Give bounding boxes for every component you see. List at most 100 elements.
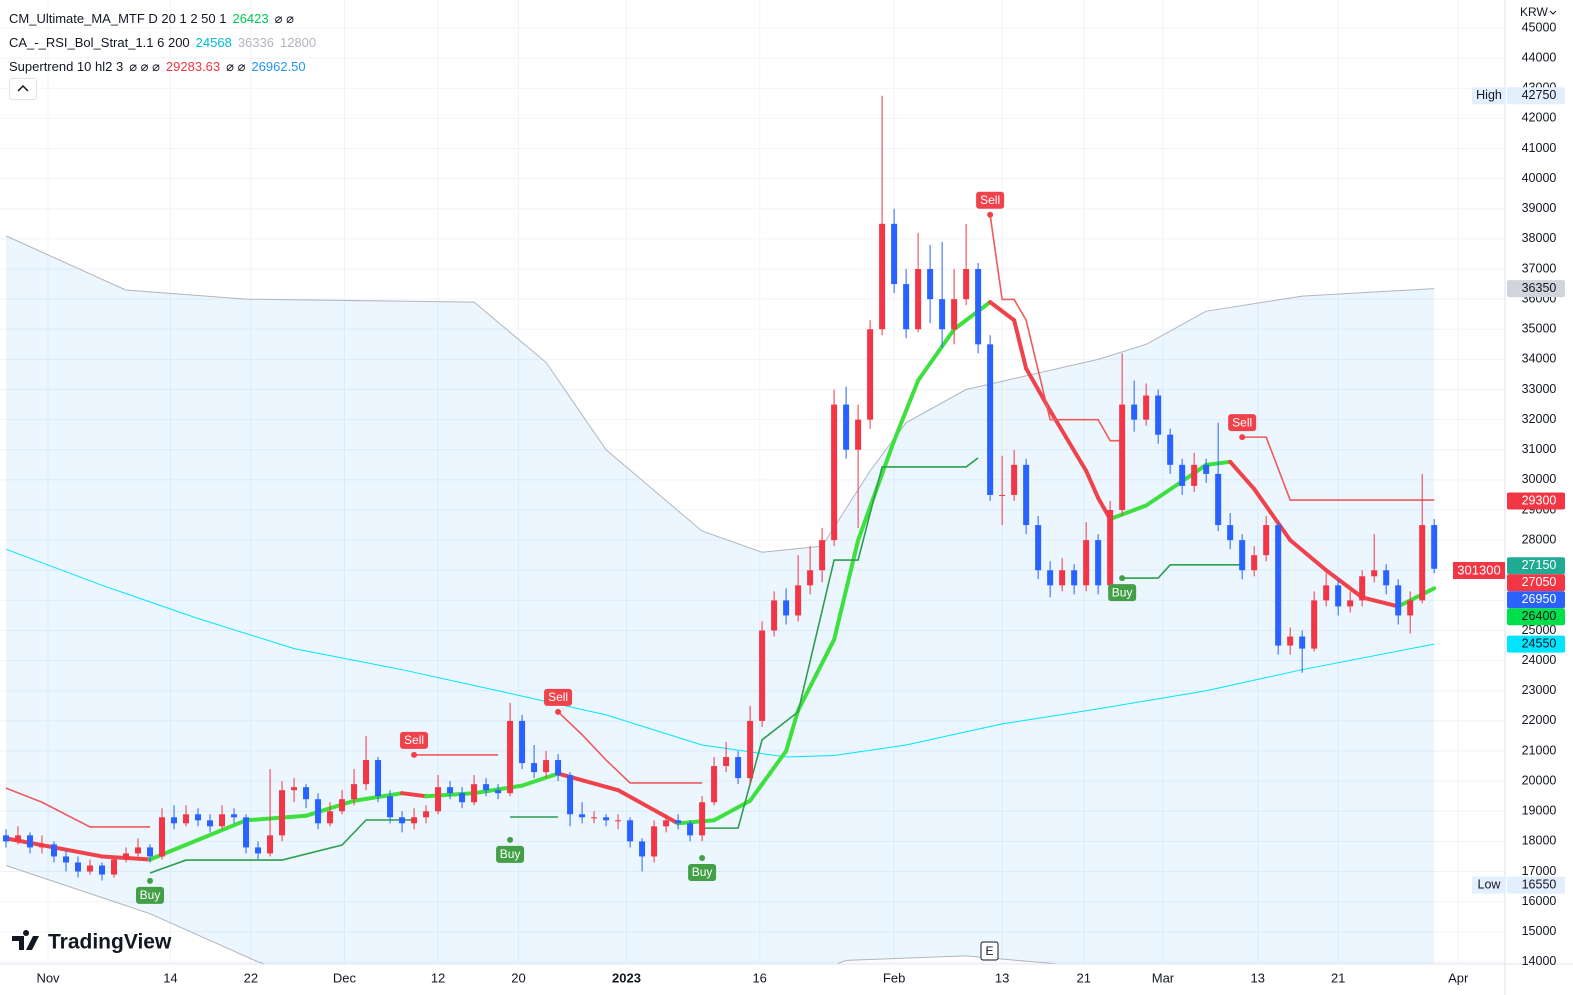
legend-title: CA_-_RSI_Bol_Strat_1.1 6 200 — [9, 35, 190, 50]
x-tick-label: 2023 — [612, 970, 641, 985]
ma-segment — [148, 837, 201, 862]
price-label-box — [1507, 876, 1565, 894]
badge-box — [1453, 562, 1505, 579]
signal-label: Buy — [692, 865, 713, 879]
candle-body — [507, 720, 514, 794]
earnings-marker-box[interactable] — [980, 941, 999, 961]
signal-box — [544, 688, 573, 706]
band-fill — [6, 235, 1435, 964]
candle-body — [3, 835, 10, 842]
x-tick-label: Apr — [1448, 970, 1469, 985]
candle-body — [387, 796, 394, 818]
y-tick-label: 19000 — [1522, 804, 1557, 818]
candle-body — [411, 817, 418, 824]
price-label-box — [1507, 608, 1565, 626]
axes: 14000 15000 16000 17000 18000 19000 20000 21000… — [36, 20, 1565, 985]
price-tag-box — [1472, 876, 1506, 894]
candle-body — [543, 760, 550, 773]
candle-body — [351, 784, 358, 800]
candle-body — [1035, 525, 1042, 571]
price-label-box — [1507, 574, 1565, 592]
candle-body — [567, 775, 574, 815]
legend-value: ⌀ ⌀ ⌀ — [129, 59, 160, 74]
y-tick-label: 34000 — [1522, 352, 1557, 366]
signal-box — [1108, 584, 1137, 602]
ma-segment — [1252, 486, 1293, 543]
signal-dot — [555, 708, 562, 715]
candle-body — [1011, 464, 1018, 495]
y-tick-label: 22000 — [1522, 713, 1557, 727]
candle-body — [879, 223, 886, 330]
legend-value: 36336 — [237, 35, 274, 50]
price-label-box — [1507, 280, 1565, 298]
candle-body — [111, 859, 118, 875]
candle-body — [1287, 636, 1294, 646]
candle-body — [711, 766, 718, 803]
y-tick-label: 33000 — [1522, 382, 1557, 396]
candle-body — [1383, 570, 1390, 586]
y-tick-label: 37000 — [1522, 261, 1557, 275]
signal-label: Buy — [140, 888, 161, 902]
candle-body — [1107, 510, 1114, 586]
collapse-icon[interactable] — [10, 79, 36, 99]
candle-body — [1419, 525, 1426, 601]
candle-body — [1347, 600, 1354, 607]
signal-dot — [147, 877, 154, 884]
legend-row[interactable]: Supertrend 10 hl2 3 ⌀ ⌀ ⌀ 29283.63 ⌀ ⌀ 26962… — [9, 55, 322, 79]
signal-label: Sell — [404, 733, 424, 747]
currency-caret[interactable] — [1549, 10, 1557, 15]
candle-body — [375, 760, 382, 797]
y-tick-label: 31000 — [1522, 442, 1557, 456]
candle-body — [723, 757, 730, 767]
candle-body — [1407, 600, 1414, 616]
currency[interactable]: KRW — [1520, 5, 1548, 19]
ma-segment — [1084, 468, 1101, 500]
price-tag-box — [1472, 87, 1506, 105]
y-tick-label: 42000 — [1522, 111, 1557, 125]
candle-body — [423, 811, 430, 818]
x-tick-label: 22 — [244, 970, 258, 985]
legend-value: ⌀ ⌀ — [226, 59, 246, 74]
price-label-box — [1507, 557, 1565, 575]
ma-segment — [1324, 568, 1365, 600]
x-tick-label: 14 — [163, 970, 177, 985]
candle-body — [987, 344, 994, 495]
ma-segment — [1012, 318, 1029, 371]
y-tick-label: 28000 — [1522, 532, 1557, 546]
price-label: 36350 — [1522, 281, 1557, 295]
candle-body — [699, 802, 706, 836]
candle-body — [603, 817, 610, 821]
candle-body — [399, 817, 406, 824]
collapse-button[interactable] — [9, 78, 37, 100]
legend-row[interactable]: CM_Ultimate_MA_MTF D 20 1 2 50 1 26423 ⌀ ⌀ — [9, 7, 322, 31]
y-tick-label: 18000 — [1522, 834, 1557, 848]
earnings-marker[interactable]: E — [985, 944, 993, 958]
y-tick-label: 17000 — [1522, 864, 1557, 878]
price-label-box — [1507, 591, 1565, 609]
ma-segment — [616, 788, 681, 826]
watermark: TradingView — [12, 930, 172, 954]
candle-body — [843, 404, 850, 450]
legend-row[interactable]: CA_-_RSI_Bol_Strat_1.1 6 200 24568 36336 12… — [9, 31, 322, 55]
candle-body — [135, 847, 142, 854]
signal-label: Sell — [1232, 415, 1252, 429]
candle-body — [363, 760, 370, 785]
candle-body — [1275, 525, 1282, 646]
candle-body — [855, 419, 862, 450]
y-tick-label: 39000 — [1522, 201, 1557, 215]
signal-label: Sell — [980, 193, 1000, 207]
price-label: 26950 — [1522, 592, 1557, 606]
candle-body — [747, 720, 754, 779]
candle-body — [447, 787, 454, 794]
candle-body — [1071, 570, 1078, 586]
candle-body — [171, 817, 178, 824]
candle-body — [783, 600, 790, 616]
price-label: 16550 — [1522, 877, 1557, 891]
signal-box — [976, 191, 1005, 209]
candle-body — [1191, 464, 1198, 486]
badge: 301300 — [1457, 562, 1500, 577]
signal-dot — [411, 751, 418, 758]
candle-body — [1155, 395, 1162, 435]
candle-body — [435, 787, 442, 812]
